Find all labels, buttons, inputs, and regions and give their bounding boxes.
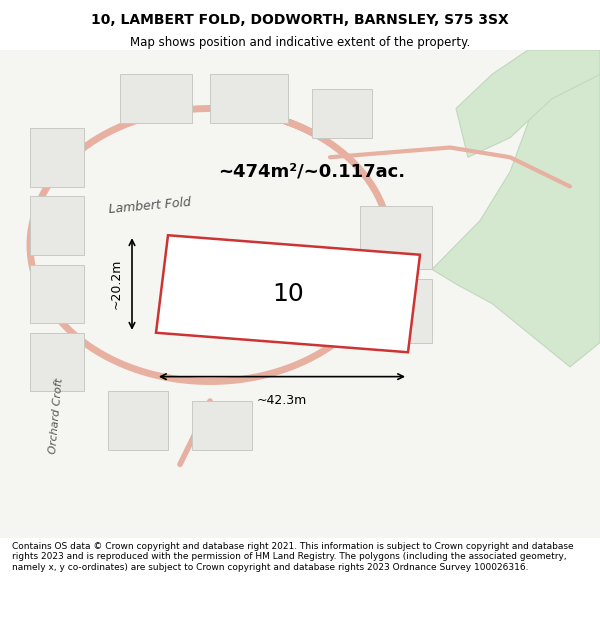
Polygon shape [30, 264, 84, 323]
Text: Orchard Croft: Orchard Croft [48, 378, 65, 454]
Text: Lambert Fold: Lambert Fold [108, 196, 191, 216]
Polygon shape [30, 196, 84, 255]
Polygon shape [360, 279, 432, 342]
Polygon shape [30, 332, 84, 391]
Polygon shape [192, 401, 252, 450]
Polygon shape [456, 50, 600, 158]
Polygon shape [210, 74, 288, 123]
Polygon shape [0, 50, 600, 538]
Polygon shape [312, 89, 372, 138]
Text: 10: 10 [272, 282, 304, 306]
Text: 10, LAMBERT FOLD, DODWORTH, BARNSLEY, S75 3SX: 10, LAMBERT FOLD, DODWORTH, BARNSLEY, S7… [91, 12, 509, 26]
Text: Map shows position and indicative extent of the property.: Map shows position and indicative extent… [130, 36, 470, 49]
Polygon shape [156, 235, 420, 352]
Text: ~474m²/~0.117ac.: ~474m²/~0.117ac. [218, 163, 406, 181]
Polygon shape [360, 206, 432, 269]
Polygon shape [432, 50, 600, 367]
Polygon shape [108, 391, 168, 450]
Polygon shape [120, 74, 192, 123]
Polygon shape [30, 128, 84, 186]
Text: Contains OS data © Crown copyright and database right 2021. This information is : Contains OS data © Crown copyright and d… [12, 542, 574, 572]
Text: ~42.3m: ~42.3m [257, 394, 307, 407]
Text: ~20.2m: ~20.2m [110, 259, 123, 309]
